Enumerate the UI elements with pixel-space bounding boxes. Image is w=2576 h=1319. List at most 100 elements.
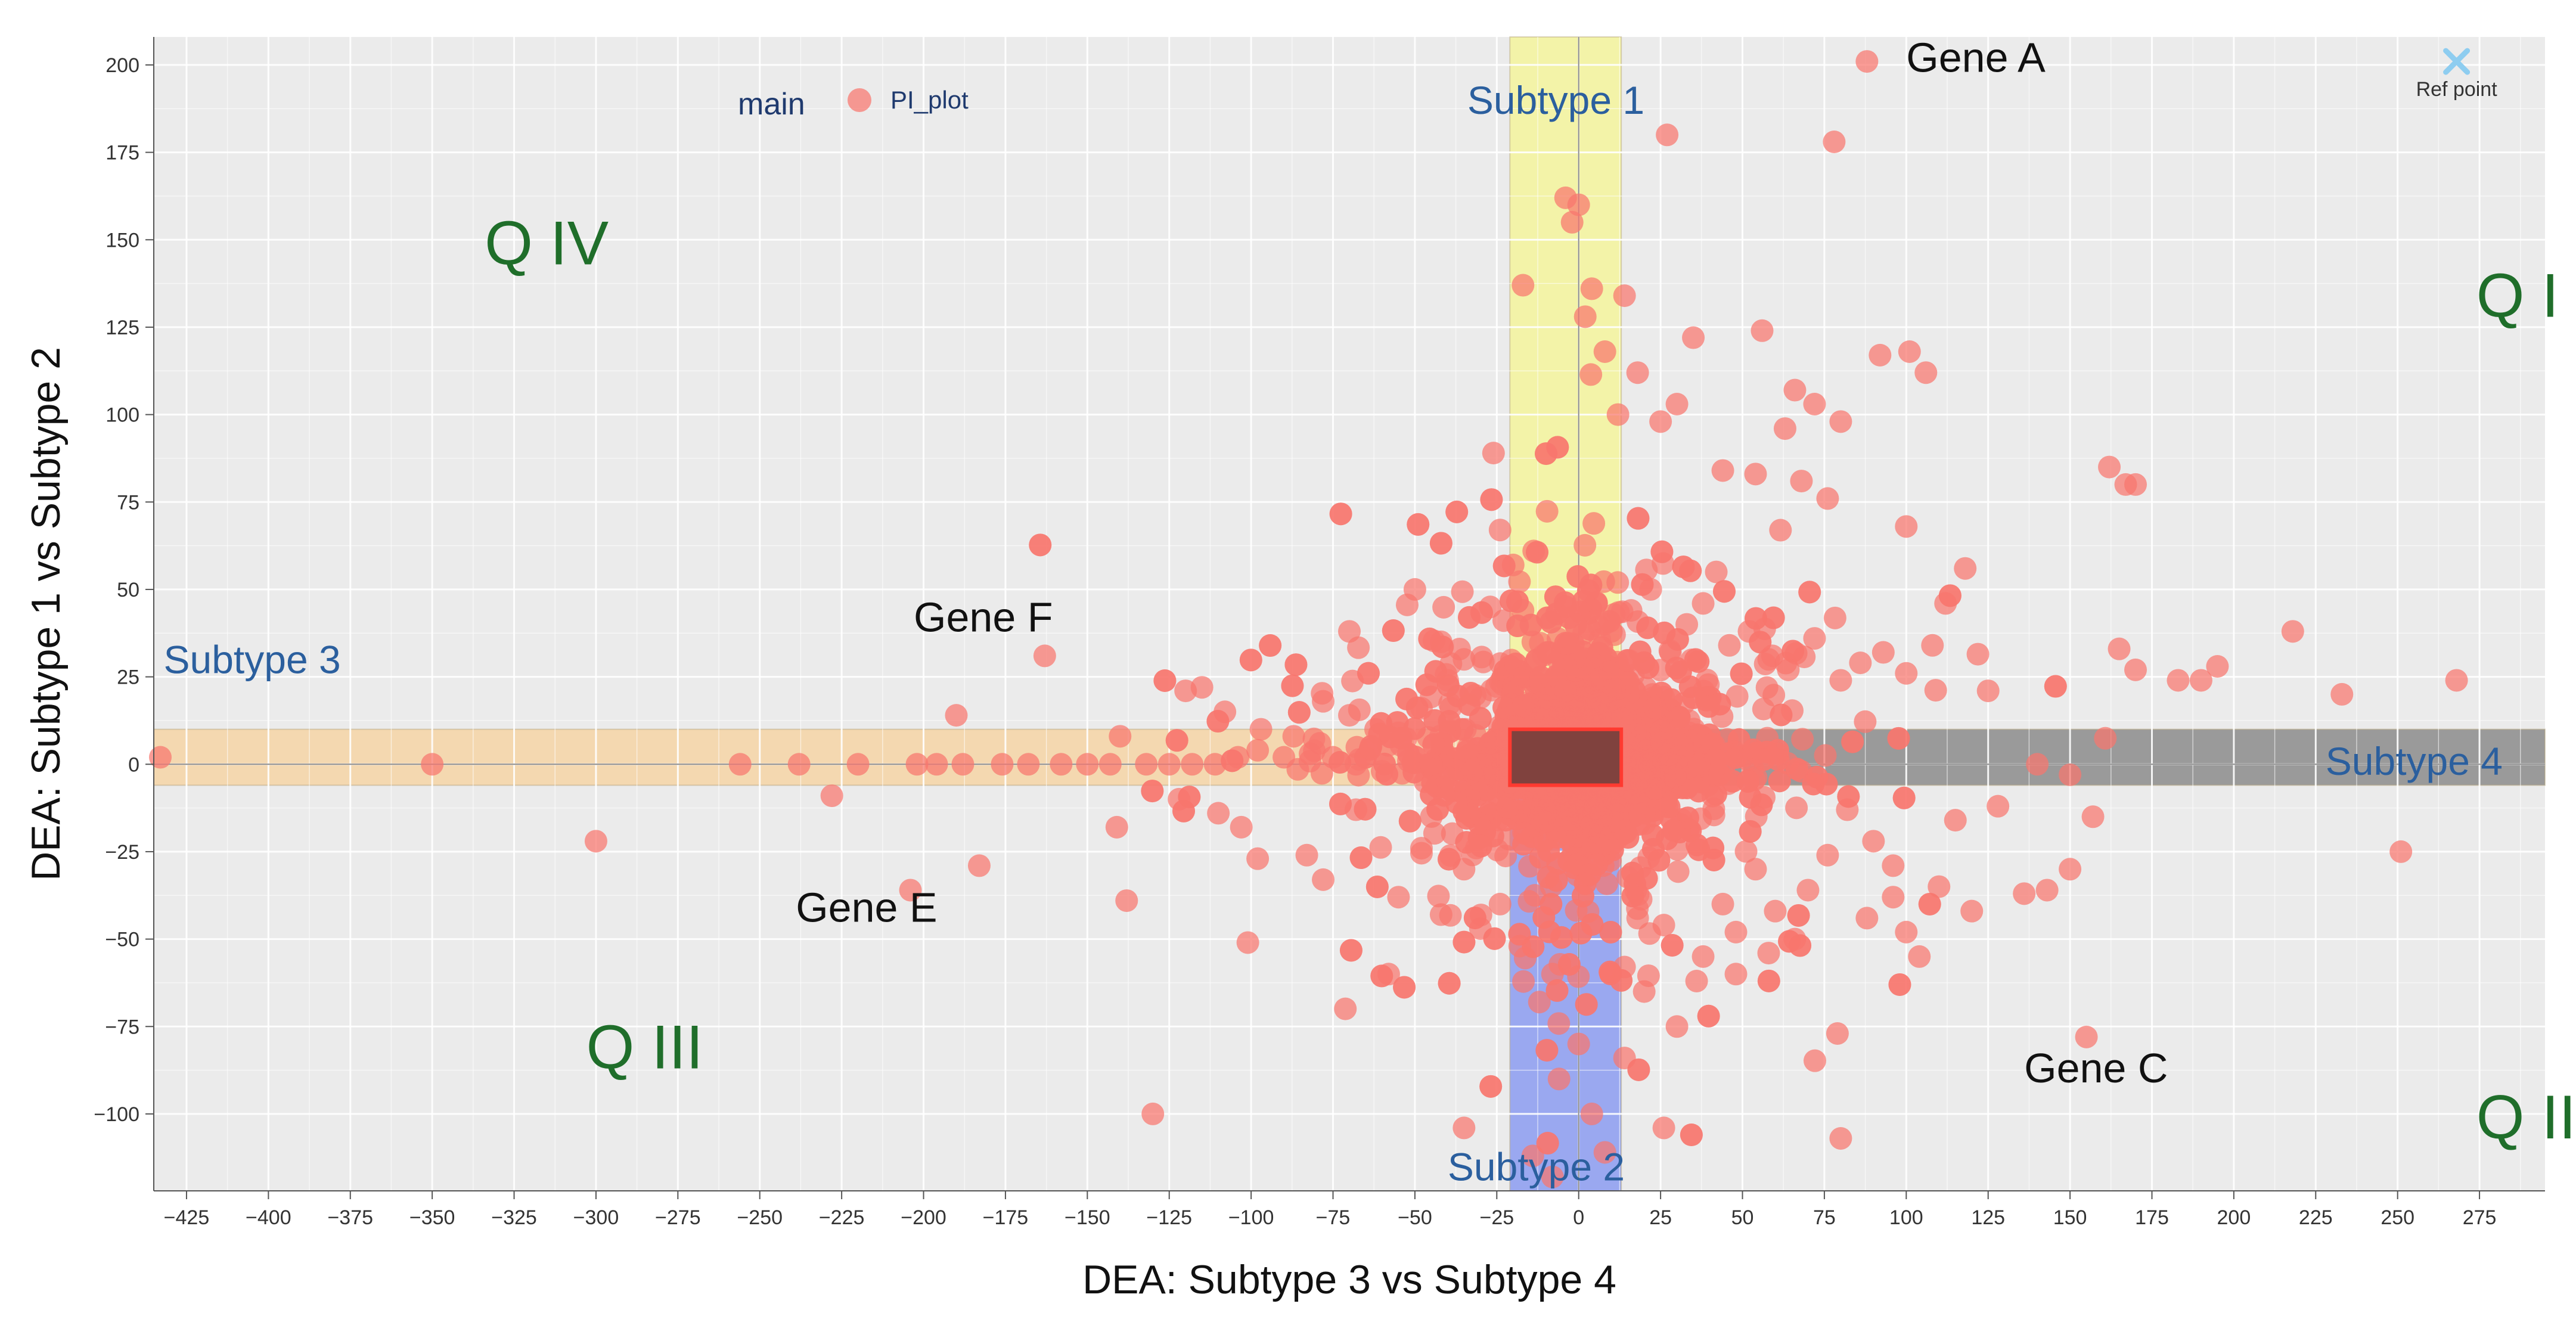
data-point (1593, 340, 1616, 363)
data-point (1536, 1132, 1559, 1155)
data-point (1882, 886, 1905, 909)
data-point (1619, 599, 1643, 622)
data-point (1757, 942, 1780, 965)
data-point (1403, 578, 1426, 601)
data-point (2026, 753, 2049, 776)
data-point (1029, 533, 1052, 557)
data-point (1734, 840, 1758, 863)
data-point (1918, 892, 1941, 915)
data-point (1892, 786, 1916, 809)
data-point (967, 854, 991, 877)
data-point (1796, 879, 1820, 902)
data-point (1587, 691, 1610, 715)
data-point (1692, 945, 1715, 968)
gene-label: Gene A (1906, 35, 2046, 81)
data-point (1535, 499, 1559, 523)
data-point (1571, 884, 1594, 908)
x-tick-label: 275 (2463, 1206, 2497, 1229)
data-point (1105, 815, 1128, 839)
y-axis-title: DEA: Subtype 1 vs Subtype 2 (23, 347, 69, 881)
data-points (148, 50, 2468, 1188)
gene-label: Gene F (914, 594, 1053, 640)
x-tick-label: −200 (901, 1206, 946, 1229)
data-point (1349, 846, 1373, 870)
data-point (1829, 1127, 1852, 1150)
x-tick-label: −375 (327, 1206, 373, 1229)
data-point (1908, 945, 1931, 968)
data-point (1451, 580, 1474, 603)
data-point (1557, 816, 1580, 839)
data-point (1566, 852, 1589, 876)
y-tick-label: −100 (94, 1103, 139, 1126)
data-point (1438, 972, 1461, 995)
data-point (1512, 599, 1535, 622)
data-point (1836, 798, 1859, 821)
data-point (1606, 403, 1630, 426)
data-point (1686, 833, 1709, 856)
data-point (1849, 651, 1872, 675)
data-point (1718, 634, 1741, 657)
data-point (2081, 805, 2105, 828)
legend-label-pi-plot: PI_plot (890, 86, 969, 114)
data-point (1770, 703, 1793, 727)
data-point (1387, 886, 1410, 909)
data-point (1535, 1039, 1559, 1062)
data-point (1338, 620, 1361, 643)
data-point (1888, 973, 1911, 996)
x-tick-label: −275 (655, 1206, 701, 1229)
data-point (1647, 849, 1671, 872)
data-point (1153, 669, 1177, 693)
data-point (951, 753, 974, 776)
data-point (1803, 627, 1826, 650)
data-point (1364, 718, 1387, 741)
data-point (1479, 731, 1503, 755)
x-tick-label: 175 (2135, 1206, 2169, 1229)
data-point (1396, 749, 1420, 772)
x-tick-label: −225 (819, 1206, 865, 1229)
data-point (2044, 675, 2067, 698)
data-point (1429, 903, 1453, 926)
data-point (1895, 662, 1918, 685)
data-point (2445, 669, 2468, 692)
data-point (1537, 839, 1560, 862)
data-point (1744, 858, 1767, 881)
data-point (1415, 673, 1438, 696)
data-point (1387, 721, 1410, 744)
data-point (1854, 710, 1877, 733)
data-point (1752, 697, 1775, 721)
x-tick-label: 75 (1813, 1206, 1836, 1229)
data-point (1115, 889, 1138, 913)
data-point (1573, 533, 1597, 557)
data-point (1987, 794, 2010, 818)
data-point (1603, 678, 1626, 701)
data-point (1573, 305, 1597, 328)
data-point (2389, 840, 2413, 863)
x-tick-label: −300 (573, 1206, 619, 1229)
data-point (1777, 658, 1800, 681)
data-point (1675, 613, 1699, 636)
data-point (1458, 606, 1481, 629)
data-point (1273, 746, 1296, 769)
data-point (1557, 953, 1581, 976)
data-point (1600, 620, 1623, 643)
data-point (1665, 1015, 1689, 1038)
y-tick-label: 125 (105, 316, 139, 339)
region-center-box (1508, 727, 1624, 787)
x-axis-title: DEA: Subtype 3 vs Subtype 4 (1082, 1257, 1616, 1302)
data-point (1768, 769, 1791, 793)
data-point (1344, 753, 1367, 776)
x-tick-label: −325 (491, 1206, 537, 1229)
data-point (1598, 660, 1621, 684)
data-point (2098, 455, 2121, 479)
data-point (1887, 727, 1910, 750)
data-point (2094, 727, 2117, 750)
ref-point-x-marker (2443, 48, 2471, 75)
data-point (1334, 997, 1357, 1020)
data-point (1816, 487, 1839, 510)
data-point (1626, 361, 1649, 384)
data-point (1582, 512, 1606, 535)
quadrant-label: Q II (2476, 1083, 2576, 1152)
data-point (1429, 532, 1453, 555)
gene-label: Gene C (2024, 1045, 2168, 1091)
